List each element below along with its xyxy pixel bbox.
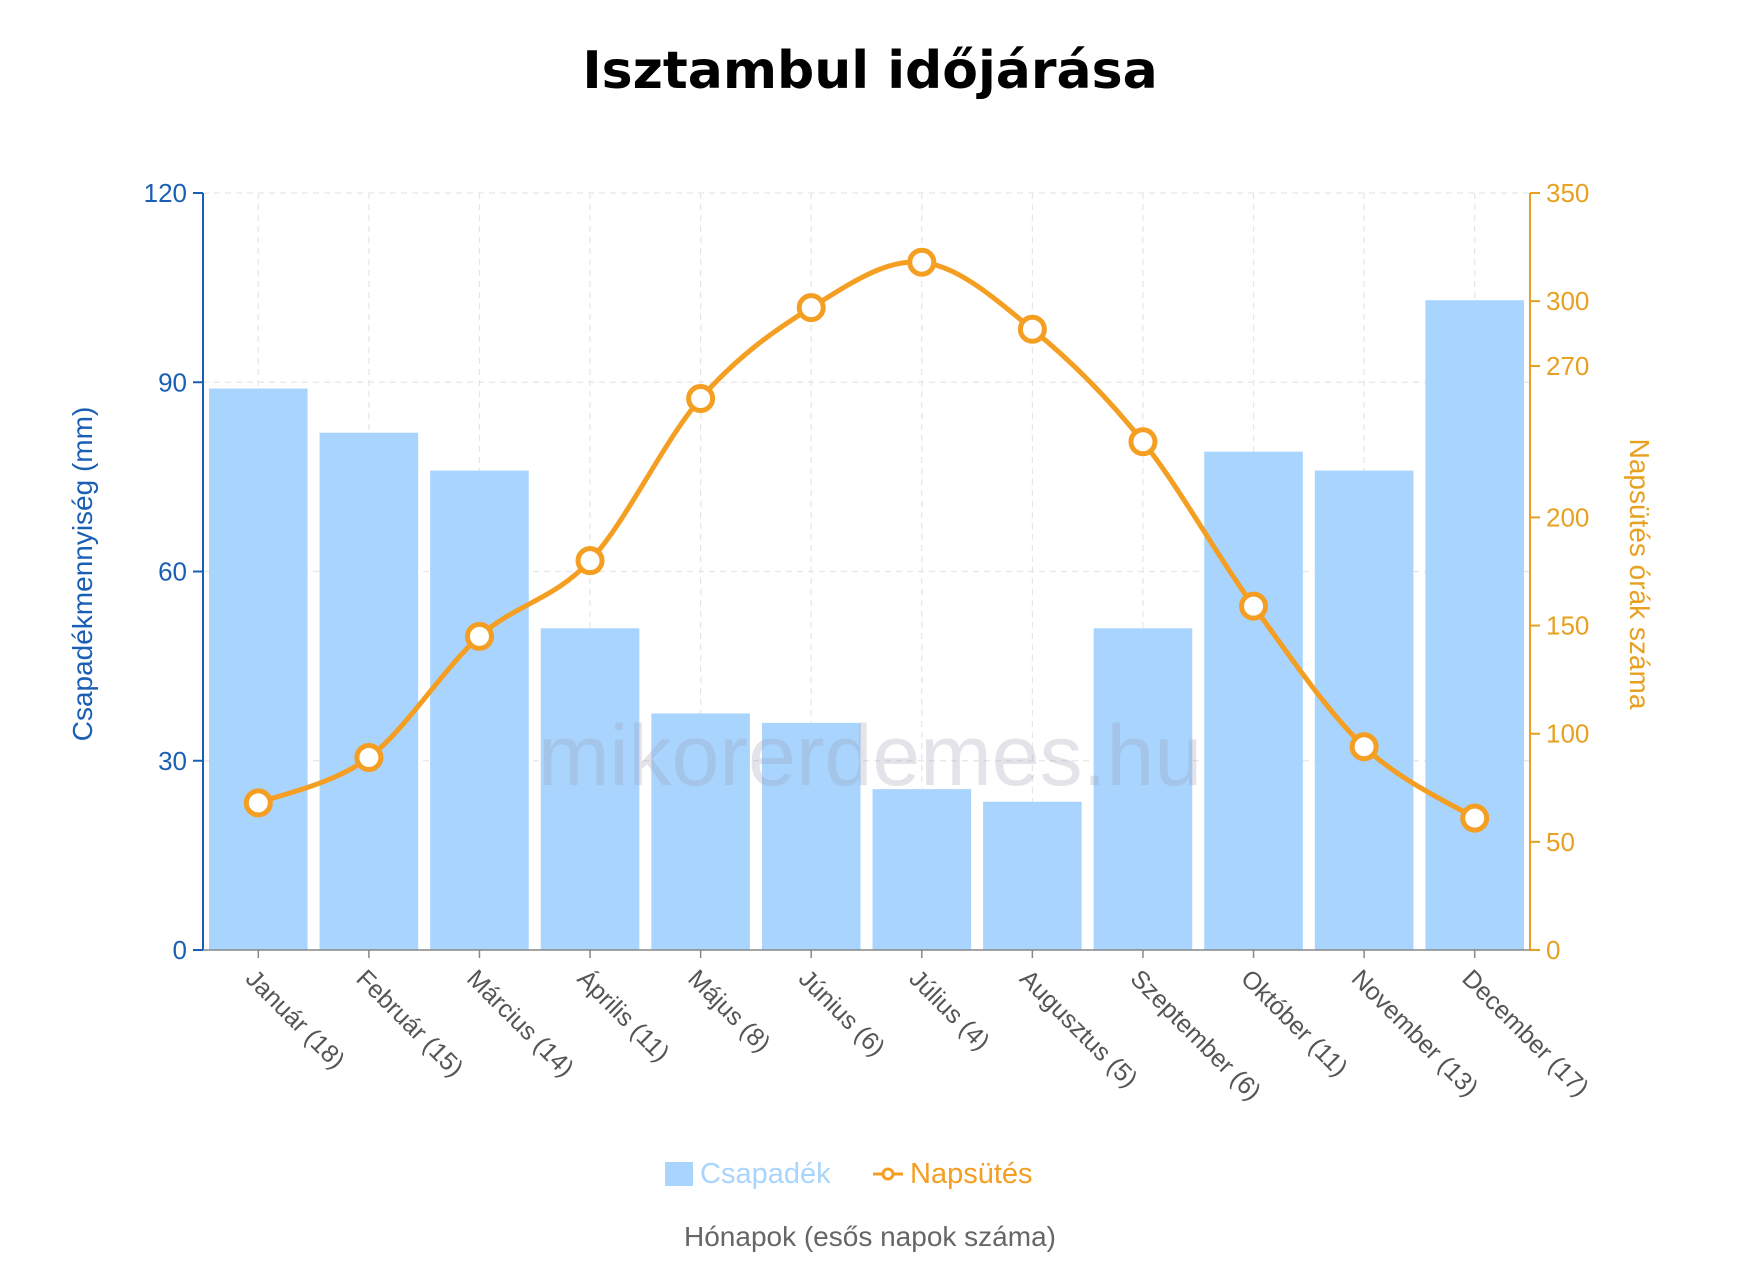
- bar-precipitation: [1093, 628, 1193, 950]
- bar-precipitation: [540, 628, 640, 950]
- y-left-tick-label: 90: [158, 367, 187, 397]
- x-tick-label: Augusztus (5): [1014, 964, 1143, 1093]
- x-tick-label: Január (18): [240, 964, 350, 1074]
- legend-swatch-precipitation: [665, 1162, 693, 1186]
- bar-precipitation: [983, 801, 1082, 950]
- x-axis-ticks: Január (18) Február (15)Március (14)Ápril…: [240, 950, 1594, 1106]
- y-left-tick-label: 60: [158, 557, 187, 587]
- x-axis-label: Hónapok (esős napok száma): [684, 1221, 1056, 1252]
- bar-precipitation: [1425, 300, 1524, 950]
- legend-label-precipitation: Csapadék: [700, 1158, 831, 1190]
- sunshine-point: [575, 546, 605, 576]
- x-tick-label: Június (6): [793, 964, 890, 1061]
- x-tick-label: Május (8): [682, 964, 775, 1057]
- bar-precipitation: [651, 713, 750, 950]
- y-right-tick-label: 270: [1546, 351, 1589, 381]
- y-left-tick-label: 120: [144, 178, 187, 208]
- y-right-tick-label: 200: [1546, 502, 1589, 532]
- bar-precipitation: [761, 722, 861, 950]
- sunshine-line: [243, 247, 1490, 833]
- y-left-axis-label: Csapadékmennyiség (mm): [67, 407, 98, 742]
- y-right-tick-label: 100: [1546, 719, 1589, 749]
- y-right-tick-label: 350: [1546, 178, 1589, 208]
- y-left-tick-label: 30: [158, 746, 187, 776]
- bar-precipitation: [430, 470, 529, 950]
- precipitation-bars: [209, 300, 1524, 950]
- sunshine-point: [1460, 803, 1490, 833]
- x-tick-label: Március (14): [461, 964, 579, 1082]
- bar-precipitation: [872, 789, 972, 950]
- sunshine-point: [907, 247, 937, 277]
- y-right-tick-label: 150: [1546, 611, 1589, 641]
- watermark: mikorerdemes.hu: [538, 708, 1202, 804]
- x-tick-label: Július (4): [904, 964, 996, 1056]
- legend-swatch-sunshine-marker: [881, 1167, 895, 1181]
- chart-title: Isztambul időjárása: [582, 41, 1157, 101]
- y-left-tick-label: 0: [173, 935, 187, 965]
- y-right-axis-label: Napsütés órák száma: [1624, 439, 1655, 710]
- y-right-tick-label: 0: [1546, 935, 1560, 965]
- x-tick-label: Február (15): [351, 964, 469, 1082]
- sunshine-point: [1239, 591, 1269, 621]
- sunshine-point: [243, 788, 273, 818]
- sunshine-point: [686, 383, 716, 413]
- axes: 0 30 60 90 120 0 50 100 150 200 270 300 350: [144, 178, 1590, 965]
- sunshine-point: [354, 743, 384, 773]
- sunshine-point: [796, 293, 826, 323]
- x-tick-label: Október (11): [1235, 964, 1353, 1082]
- bar-precipitation: [319, 432, 419, 950]
- y-right-tick-label: 50: [1546, 827, 1575, 857]
- legend: Csapadék Napsütés: [665, 1158, 1033, 1190]
- x-tick-label: Április (11): [572, 964, 676, 1068]
- sunshine-point: [1128, 427, 1158, 457]
- sunshine-point: [1017, 314, 1047, 344]
- y-right-tick-label: 300: [1546, 286, 1589, 316]
- bar-precipitation: [1204, 451, 1303, 950]
- legend-label-sunshine: Napsütés: [910, 1158, 1033, 1190]
- bar-precipitation: [209, 388, 308, 950]
- sunshine-point: [464, 621, 494, 651]
- sunshine-point: [1349, 732, 1379, 762]
